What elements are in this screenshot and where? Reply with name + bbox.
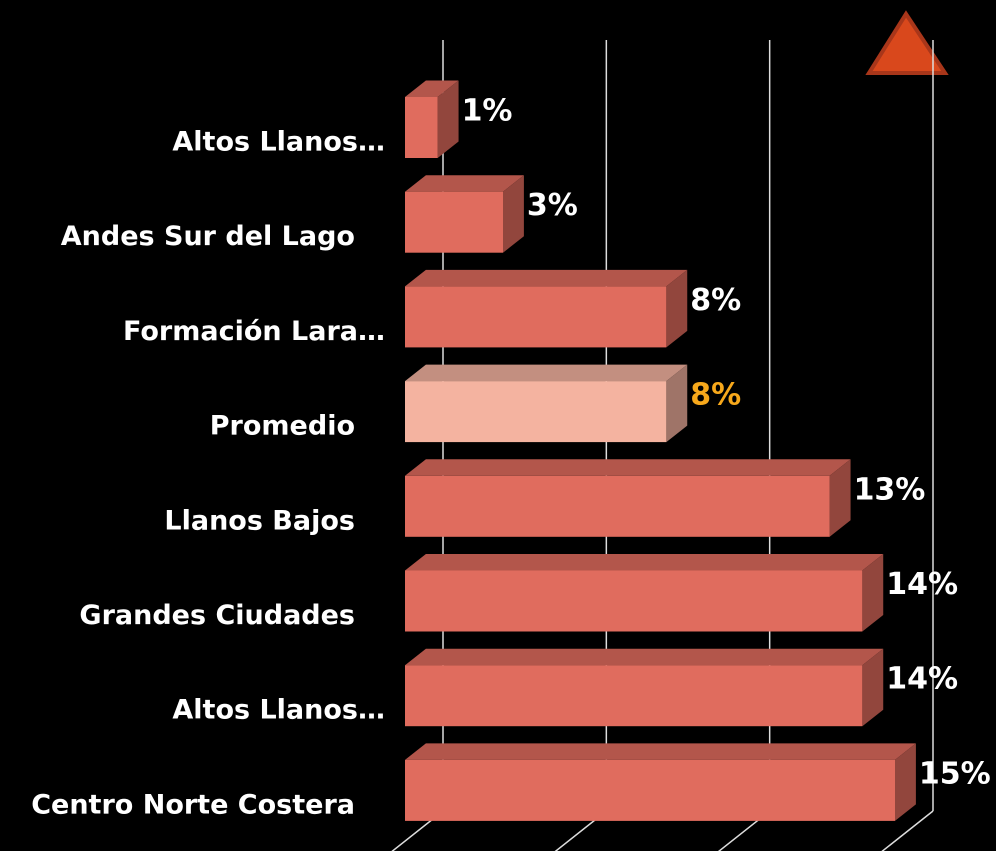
data-label: 14% [886, 662, 958, 697]
category-label: Formación Lara… [123, 316, 385, 347]
bar [405, 665, 863, 727]
bar-side [862, 648, 884, 727]
bar-top [405, 743, 916, 760]
bar-side [503, 175, 524, 253]
bar-top [405, 364, 688, 382]
bar [405, 381, 667, 443]
bar-side [895, 743, 916, 821]
bar-side [666, 364, 688, 443]
bar [405, 570, 863, 632]
category-label: Promedio [210, 411, 355, 442]
bar [405, 97, 438, 158]
bar [405, 759, 895, 821]
data-label: 8% [690, 378, 741, 413]
bar-side [862, 554, 884, 632]
bar-side [829, 459, 851, 537]
bar-top [405, 80, 459, 97]
category-label: Llanos Bajos [164, 505, 355, 536]
bar-top [405, 554, 884, 571]
bar-top [405, 459, 851, 476]
bar [405, 191, 503, 253]
bar [405, 475, 830, 537]
category-label: Altos Llanos… [172, 127, 385, 158]
bar [405, 286, 667, 348]
bar-top [405, 269, 688, 287]
bar-side [666, 269, 688, 348]
bar-top [405, 648, 884, 666]
data-label: 1% [462, 94, 513, 129]
data-label: 15% [919, 756, 991, 791]
data-label: 13% [854, 472, 926, 507]
category-label: Grandes Ciudades [79, 600, 355, 631]
bar-side [437, 80, 459, 158]
category-label: Centro Norte Costera [31, 789, 355, 820]
up-triangle-icon [865, 10, 949, 75]
data-label: 8% [690, 283, 741, 318]
data-label: 3% [527, 188, 578, 223]
floor-line [881, 810, 934, 851]
bar-top [405, 175, 524, 192]
category-label: Altos Llanos… [172, 695, 385, 726]
category-label: Andes Sur del Lago [61, 221, 355, 252]
data-label: 14% [886, 567, 958, 602]
